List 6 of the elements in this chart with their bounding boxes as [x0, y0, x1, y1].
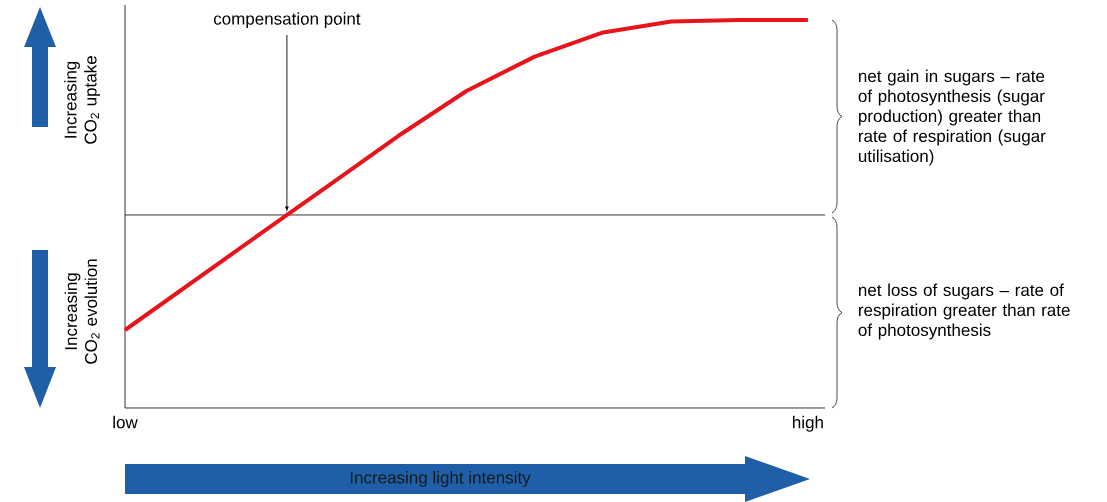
text: Increasing light intensity [350, 471, 531, 487]
text: low [113, 415, 138, 429]
annotation: compensation point [213, 12, 361, 29]
text: net loss of sugars – rate of respiration greater than rate of photosynthesis [858, 283, 1070, 340]
text: net gain in sugars – rate of photosynthesis (sugar production) greater than rate of respiration (sugar utilisation) [858, 69, 1046, 166]
text: high [793, 415, 823, 432]
